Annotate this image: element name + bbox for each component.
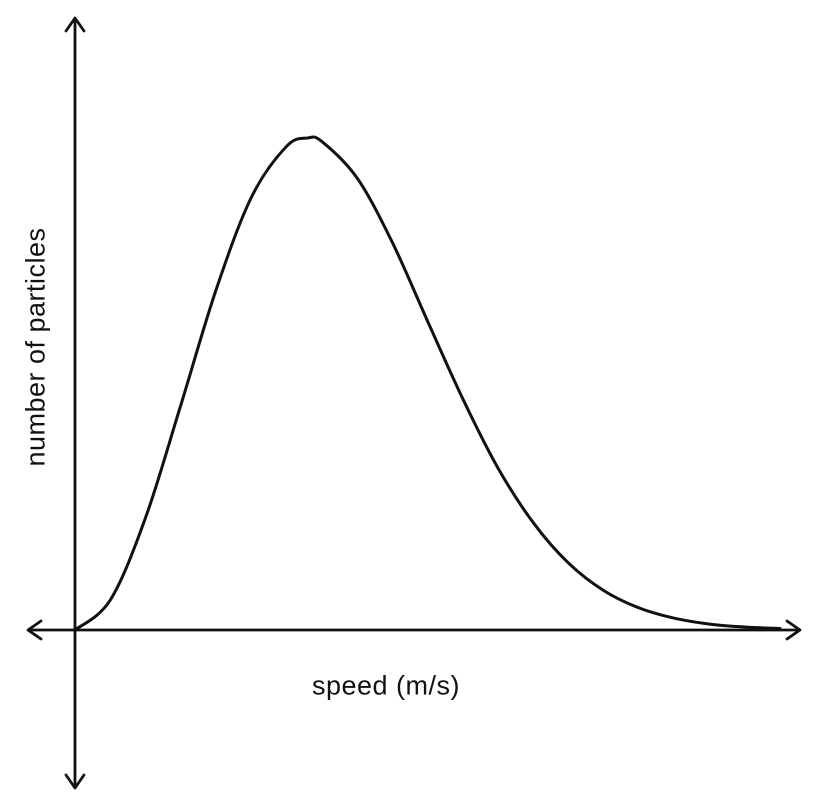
x-axis-right-arrow	[785, 619, 802, 641]
x-axis-left-arrow	[26, 619, 43, 641]
distribution-curve	[73, 135, 782, 632]
y-axis-top-arrow	[64, 16, 86, 33]
y-axis-label: number of particles	[20, 227, 51, 467]
y-axis	[64, 16, 86, 790]
y-axis-bottom-arrow	[64, 773, 86, 790]
x-axis	[26, 619, 802, 641]
x-axis-label: speed (m/s)	[311, 670, 461, 701]
